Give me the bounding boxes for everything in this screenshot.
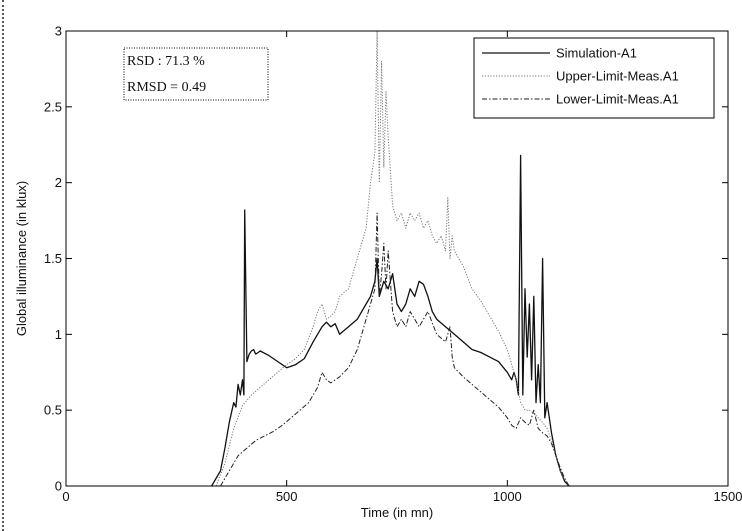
legend-label-3: Lower-Limit-Meas.A1 [556, 92, 679, 107]
rmsd-annotation: RMSD = 0.49 [127, 80, 206, 95]
ticks-layer: 0 500 1000 1500 0 0.5 1 1.5 2 2.5 3 [44, 24, 742, 505]
y-tick-label: 2.5 [44, 99, 62, 114]
y-axis-label: Global illuminance (in klux) [14, 181, 29, 336]
y-tick-label: 1 [55, 327, 62, 342]
page-left-border [2, 0, 4, 531]
rsd-annotation: RSD : 71.3 % [127, 54, 205, 69]
series-line-3 [220, 212, 570, 487]
series-layer [211, 30, 570, 487]
y-tick-label: 3 [55, 24, 62, 39]
stats-box: RSD : 71.3 % RMSD = 0.49 [123, 47, 269, 101]
x-tick-label: 0 [62, 489, 69, 504]
y-tick-label: 0 [55, 479, 62, 494]
y-tick-label: 2 [55, 175, 62, 190]
series-line-2 [215, 30, 570, 487]
legend-label-2: Upper-Limit-Meas.A1 [556, 69, 679, 84]
series-line-1 [211, 154, 570, 487]
stats-box-frame [123, 47, 269, 101]
y-tick-label: 0.5 [44, 403, 62, 418]
x-tick-label: 1000 [493, 489, 522, 504]
legend: Simulation-A1 Upper-Limit-Meas.A1 Lower-Li… [473, 37, 715, 119]
y-tick-label: 1.5 [44, 251, 62, 266]
legend-label-1: Simulation-A1 [556, 46, 637, 61]
x-tick-label: 1500 [714, 489, 742, 504]
x-tick-label: 500 [276, 489, 298, 504]
x-axis-label: Time (in mn) [361, 505, 433, 520]
legend-frame [473, 37, 715, 119]
